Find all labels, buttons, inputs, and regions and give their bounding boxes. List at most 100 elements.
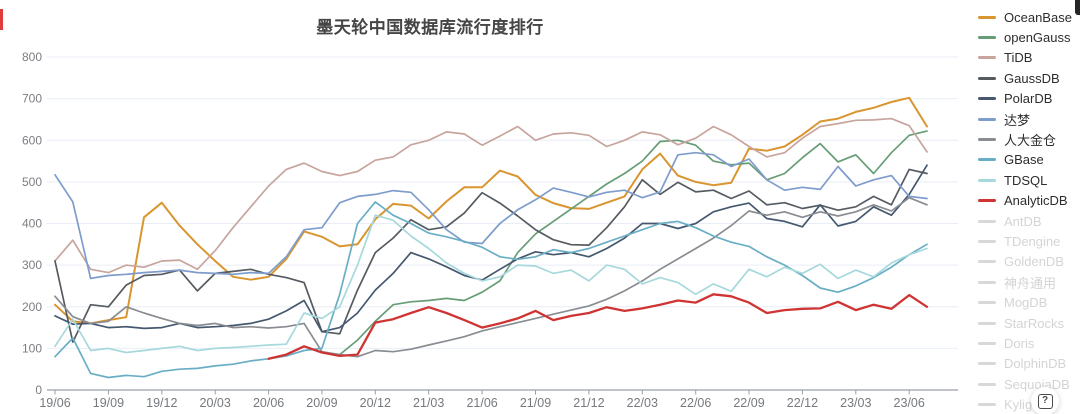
legend-label: StarRocks: [1004, 315, 1064, 331]
y-axis-label: 0: [35, 383, 42, 397]
legend-swatch: [978, 382, 996, 386]
series-line-达梦: [54, 151, 928, 280]
legend-label: openGauss: [1004, 30, 1071, 46]
legend-swatch: [978, 260, 996, 264]
legend-item-人大金仓[interactable]: 人大金仓: [978, 129, 1078, 149]
left-edge-red-marker: [0, 9, 3, 30]
legend-item-openGauss[interactable]: openGauss: [978, 27, 1078, 47]
series-line-TDSQL: [54, 214, 928, 354]
legend-item-达梦[interactable]: 达梦: [978, 109, 1078, 129]
series-line-PolarDB: [54, 164, 928, 333]
x-axis-label: 20/06: [253, 396, 284, 410]
x-axis-label: 20/09: [306, 396, 337, 410]
x-axis-label: 22/12: [787, 396, 818, 410]
y-axis-label: 200: [22, 300, 42, 314]
legend-label: Doris: [1004, 335, 1035, 351]
legend-item-MogDB[interactable]: MogDB: [978, 292, 1078, 312]
legend-label: GaussDB: [1004, 70, 1060, 86]
legend-label: TDSQL: [1004, 172, 1048, 188]
x-axis-label: 21/09: [520, 396, 551, 410]
legend-swatch: [978, 56, 996, 60]
legend-item-TDSQL[interactable]: TDSQL: [978, 170, 1078, 190]
legend-swatch: [978, 362, 996, 366]
legend-swatch: [978, 341, 996, 345]
legend-label: OceanBase: [1004, 9, 1072, 25]
legend-label: TDengine: [1004, 233, 1061, 249]
y-axis-label: 300: [22, 258, 42, 272]
x-axis-label: 20/03: [200, 396, 231, 410]
legend-swatch: [978, 178, 996, 182]
series-line-GBase: [54, 201, 928, 379]
legend-swatch: [978, 301, 996, 305]
legend-label: GBase: [1004, 152, 1044, 168]
series-line-GaussDB: [54, 168, 928, 343]
x-axis-label: 22/03: [627, 396, 658, 410]
series-line-openGauss: [338, 130, 928, 356]
legend-label: SequoiaDB: [1004, 376, 1070, 392]
chart-legend: OceanBase openGauss TiDB GaussDB PolarDB 达梦人大…: [978, 7, 1078, 414]
y-axis-label: 400: [22, 217, 42, 231]
legend-label: AntDB: [1004, 213, 1042, 229]
legend-item-DolphinDB[interactable]: DolphinDB: [978, 354, 1078, 374]
legend-label: GoldenDB: [1004, 254, 1064, 270]
legend-label: PolarDB: [1004, 91, 1053, 107]
legend-label: 人大金仓: [1004, 133, 1057, 149]
legend-item-TiDB[interactable]: TiDB: [978, 48, 1078, 68]
legend-item-TDengine[interactable]: TDengine: [978, 231, 1078, 251]
legend-swatch: [978, 280, 996, 284]
y-axis-label: 500: [22, 175, 42, 189]
y-axis-label: 600: [22, 133, 42, 147]
scrollbar-fragment: [1075, 0, 1080, 15]
legend-swatch: [978, 403, 996, 407]
x-axis-label: 23/03: [840, 396, 871, 410]
x-axis-label: 21/06: [466, 396, 497, 410]
legend-item-GaussDB[interactable]: GaussDB: [978, 68, 1078, 88]
question-mark-icon: ?: [1037, 393, 1053, 409]
x-axis-label: 23/06: [894, 396, 925, 410]
legend-label: AnalyticDB: [1004, 193, 1068, 209]
legend-item-PolarDB[interactable]: PolarDB: [978, 89, 1078, 109]
legend-item-SequoiaDB[interactable]: SequoiaDB: [978, 374, 1078, 394]
legend-label: DolphinDB: [1004, 356, 1067, 372]
legend-label: TiDB: [1004, 50, 1033, 66]
x-axis-label: 21/03: [413, 396, 444, 410]
x-axis-label: 22/09: [733, 396, 764, 410]
legend-swatch: [978, 239, 996, 243]
legend-swatch: [978, 117, 996, 121]
help-button[interactable]: ?: [1031, 387, 1059, 414]
legend-label: 达梦: [1004, 112, 1031, 128]
legend-item-AnalyticDB[interactable]: AnalyticDB: [978, 191, 1078, 211]
legend-item-GBase[interactable]: GBase: [978, 150, 1078, 170]
chart-title: 墨天轮中国数据库流行度排行: [316, 18, 544, 37]
legend-swatch: [978, 199, 996, 203]
x-axis-label: 19/12: [146, 396, 177, 410]
legend-item-AntDB[interactable]: AntDB: [978, 211, 1078, 231]
y-axis-label: 100: [22, 341, 42, 355]
legend-item-OceanBase[interactable]: OceanBase: [978, 7, 1078, 27]
y-axis-label: 800: [22, 50, 42, 64]
x-axis-label: 20/12: [360, 396, 391, 410]
legend-swatch: [978, 138, 996, 142]
y-axis-label: 700: [22, 92, 42, 106]
legend-swatch: [978, 36, 996, 40]
legend-item-神舟通用[interactable]: 神舟通用: [978, 272, 1078, 292]
legend-label: Kylig: [1004, 397, 1033, 413]
legend-swatch: [978, 15, 996, 19]
legend-label: 神舟通用: [1004, 275, 1057, 291]
series-line-TiDB: [54, 117, 928, 274]
series-line-OceanBase: [54, 96, 928, 325]
x-axis-label: 19/09: [93, 396, 124, 410]
legend-item-GoldenDB[interactable]: GoldenDB: [978, 252, 1078, 272]
legend-swatch: [978, 219, 996, 223]
legend-item-Kylig[interactable]: Kylig: [978, 394, 1078, 414]
x-axis-label: 21/12: [573, 396, 604, 410]
x-axis-label: 22/06: [680, 396, 711, 410]
legend-item-Doris[interactable]: Doris: [978, 333, 1078, 353]
legend-swatch: [978, 97, 996, 101]
legend-swatch: [978, 76, 996, 80]
legend-swatch: [978, 321, 996, 325]
legend-label: MogDB: [1004, 295, 1048, 311]
legend-item-StarRocks[interactable]: StarRocks: [978, 313, 1078, 333]
